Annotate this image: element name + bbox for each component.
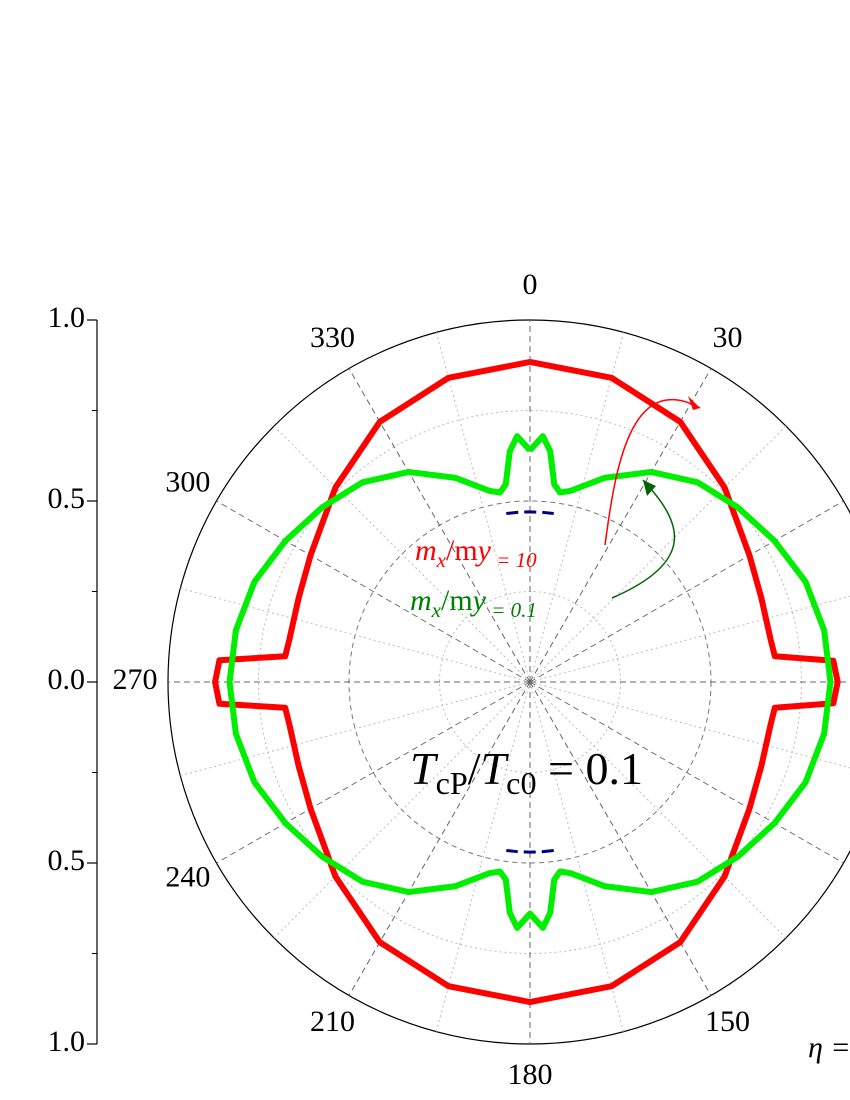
radial-tick-label: 1.0 (48, 1025, 86, 1058)
annotation-part: T (410, 743, 439, 794)
minor-spoke (435, 332, 531, 683)
annotation-part: / (468, 743, 481, 794)
spoke (529, 368, 712, 683)
series-line (226, 433, 834, 931)
annotation-part: = 0.1 (486, 598, 537, 622)
annotation-part: y (470, 584, 487, 617)
plot-area (212, 359, 841, 1006)
annotation: mx/my = 10 (415, 534, 537, 572)
minor-spoke (180, 587, 531, 683)
theta-tick-label: 300 (165, 465, 210, 498)
radial-tick-label: 0.5 (48, 844, 86, 877)
annotation-part: = 10 (491, 548, 537, 572)
arrow-head (688, 396, 700, 410)
annotation-arrow (604, 399, 701, 546)
minor-spoke (529, 595, 850, 683)
series-line (506, 510, 554, 854)
annotation-arrow (611, 479, 676, 599)
spoke (529, 681, 844, 864)
axis-title: η = (808, 1031, 850, 1064)
theta-tick-label: 150 (705, 1005, 750, 1038)
annotation-part: /m (446, 534, 478, 567)
series-line (212, 359, 841, 1006)
theta-tick-label: 270 (113, 663, 158, 696)
theta-tick-label: 0 (523, 268, 538, 301)
annotation: mx/my = 0.1 (410, 584, 537, 622)
theta-tick-label: 240 (165, 860, 210, 893)
annotation-part: = 0.1 (537, 743, 643, 794)
annotation-part: T (481, 743, 510, 794)
theta-tick-label: 330 (310, 321, 355, 354)
spoke (216, 681, 531, 864)
annotation-part: m (410, 584, 432, 617)
minor-spoke (273, 681, 531, 939)
spoke (348, 368, 531, 683)
minor-spoke (529, 332, 625, 683)
radial-tick-label: 1.0 (48, 301, 86, 334)
spoke (529, 500, 844, 683)
spoke (216, 500, 531, 683)
annotation-part: cP (436, 765, 468, 801)
minor-spoke (529, 681, 625, 1032)
annotation: TcP/Tc0 = 0.1 (410, 743, 643, 802)
annotation-part: /m (441, 584, 473, 617)
minor-spoke (180, 681, 531, 777)
annotation-part: x (436, 548, 447, 572)
theta-tick-label: 30 (713, 321, 743, 354)
annotation-part: c0 (506, 765, 536, 801)
radial-tick-label: 0.0 (48, 663, 86, 696)
minor-spoke (435, 681, 531, 1032)
minor-spoke (273, 425, 531, 683)
arrow-head (643, 480, 656, 496)
radial-tick-label: 0.5 (48, 482, 86, 515)
minor-spoke (529, 681, 850, 769)
theta-tick-label: 210 (310, 1005, 355, 1038)
annotation-part: y (475, 534, 492, 567)
spoke (529, 681, 712, 996)
theta-tick-label: 180 (508, 1058, 553, 1091)
minor-spoke (529, 425, 787, 683)
annotation-part: m (415, 534, 437, 567)
grid: 0 30 150 180 210 240 270 300 330 (113, 268, 850, 1091)
minor-spoke (529, 681, 787, 939)
annotation-part: x (431, 598, 442, 622)
spoke (348, 681, 531, 996)
